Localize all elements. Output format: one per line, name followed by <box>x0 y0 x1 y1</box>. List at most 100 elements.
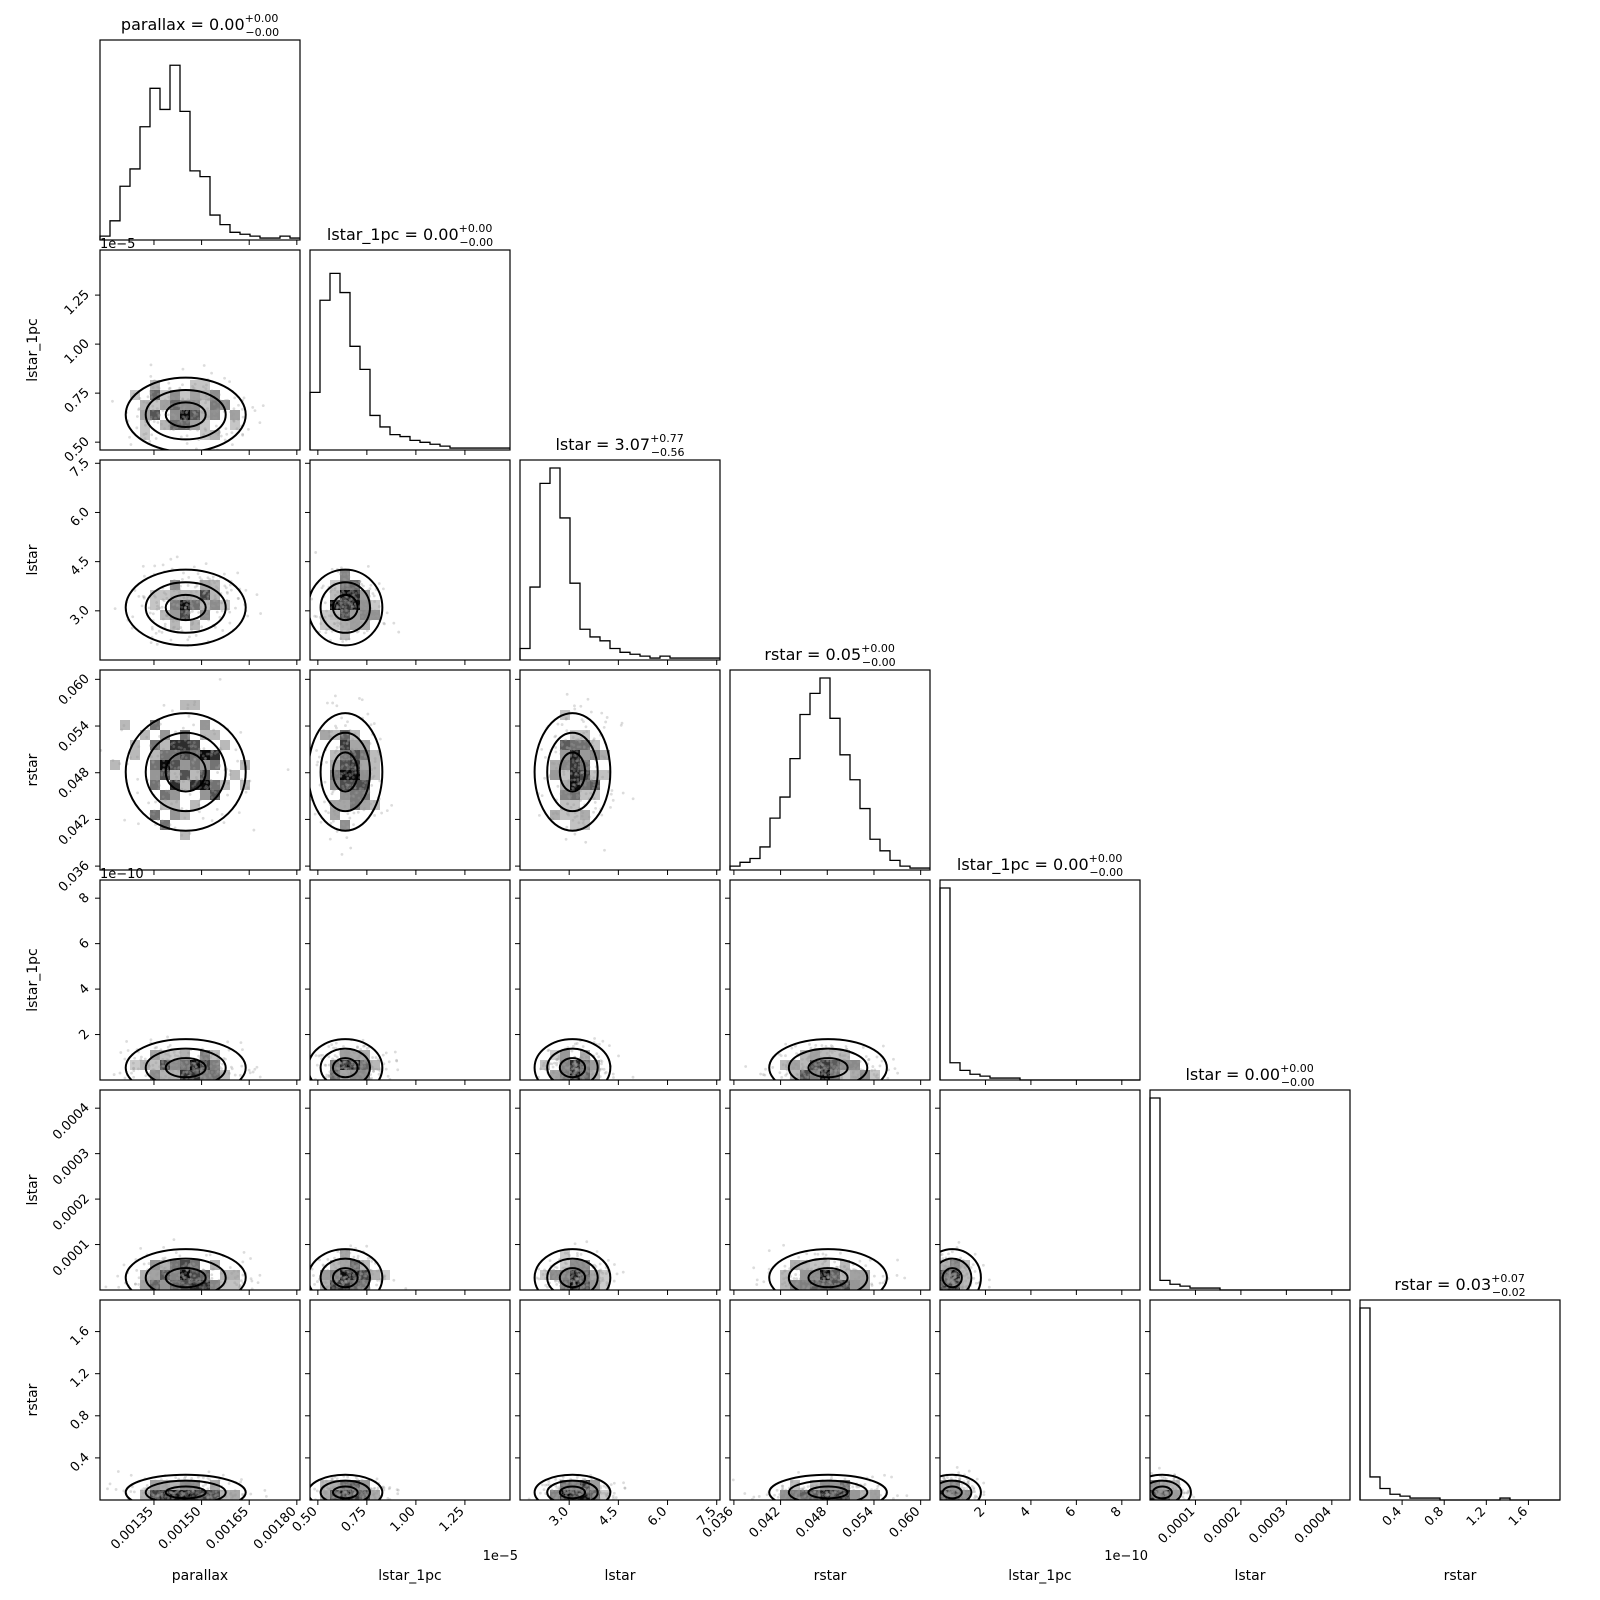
x-tick-label: 0.00135 <box>108 1504 157 1553</box>
sample-point <box>182 1070 186 1074</box>
sample-point <box>223 401 227 405</box>
sample-point <box>320 586 324 590</box>
sample-point <box>570 1049 574 1053</box>
sample-point <box>241 433 245 437</box>
sample-point <box>354 1265 358 1269</box>
sample-point <box>814 1278 818 1282</box>
sample-point <box>575 1252 579 1255</box>
sample-point <box>359 611 363 615</box>
sample-point <box>351 1489 355 1493</box>
sample-point <box>954 1273 958 1277</box>
sample-point <box>247 428 250 431</box>
sample-point <box>800 1069 804 1073</box>
sample-point <box>236 1269 240 1273</box>
sample-point <box>164 592 168 596</box>
sample-point <box>170 1062 174 1066</box>
density-cell <box>820 1270 830 1280</box>
sample-point <box>347 575 351 579</box>
sample-point <box>606 1258 610 1262</box>
sample-point <box>580 751 583 755</box>
sample-point <box>946 1279 950 1283</box>
sample-point <box>359 1268 363 1272</box>
sample-point <box>574 1062 578 1066</box>
sample-point <box>944 1264 947 1268</box>
sample-point <box>569 794 573 798</box>
sample-point <box>313 812 317 816</box>
sample-point <box>862 1274 866 1278</box>
sample-point <box>196 1491 200 1495</box>
sample-point <box>784 1063 788 1067</box>
density-cell <box>200 750 210 760</box>
sample-point <box>839 1070 843 1074</box>
sample-point <box>780 1076 784 1079</box>
sample-point <box>228 583 232 587</box>
sample-point <box>571 1273 575 1277</box>
sample-point <box>561 1285 565 1289</box>
sample-point <box>129 1490 133 1493</box>
sample-point <box>340 733 344 737</box>
sample-point <box>221 1062 225 1066</box>
sample-point <box>183 816 187 820</box>
density-cell <box>180 1270 190 1280</box>
sample-point <box>179 1481 183 1484</box>
sample-point <box>203 597 207 601</box>
sample-point <box>171 413 175 416</box>
sample-point <box>208 785 212 788</box>
sample-point <box>573 1283 577 1286</box>
sample-point <box>577 767 581 770</box>
sample-point <box>954 1275 958 1279</box>
density-cell <box>210 760 220 770</box>
sample-point <box>214 625 217 629</box>
sample-point <box>584 752 588 756</box>
sample-point <box>357 1268 360 1272</box>
sample-point <box>205 1058 209 1062</box>
sample-point <box>343 578 347 582</box>
density-cell <box>180 1070 190 1080</box>
sample-point <box>207 592 211 596</box>
density-cell <box>790 1060 800 1070</box>
sample-point <box>815 1052 819 1056</box>
density-cell <box>190 700 200 710</box>
sample-point <box>858 1271 862 1275</box>
sample-point <box>334 1041 338 1045</box>
sample-point <box>209 778 213 782</box>
sample-point <box>349 589 353 592</box>
density-cell <box>160 610 170 620</box>
sample-point <box>571 787 575 791</box>
density-cell <box>180 1490 190 1500</box>
sample-point <box>554 774 557 777</box>
sample-point <box>321 584 325 588</box>
sample-point <box>572 1066 576 1070</box>
sample-point <box>341 605 345 609</box>
sample-point <box>343 1073 347 1077</box>
sample-point <box>573 1062 577 1065</box>
sample-point <box>233 1281 237 1285</box>
sample-point <box>392 1278 396 1282</box>
sample-point <box>219 601 223 605</box>
panel-lstar_2-vs-rstar <box>725 1089 931 1295</box>
sample-point <box>190 1491 194 1495</box>
sample-point <box>949 1277 953 1281</box>
sample-point <box>318 1258 321 1262</box>
sample-point <box>358 1271 362 1275</box>
sample-point <box>174 749 178 753</box>
sample-point <box>945 1273 949 1277</box>
density-cell <box>800 1260 810 1270</box>
sample-point <box>951 1272 954 1276</box>
sample-point <box>587 1070 591 1074</box>
sample-point <box>572 803 576 807</box>
sample-point <box>590 741 594 745</box>
density-cell <box>790 1280 800 1290</box>
sample-point <box>213 752 217 755</box>
sample-point <box>957 1277 961 1281</box>
sample-point <box>188 419 191 423</box>
sample-point <box>577 821 581 825</box>
sample-point <box>319 1054 323 1057</box>
sample-point <box>343 600 347 603</box>
sample-point <box>212 599 216 603</box>
sample-point <box>362 769 366 773</box>
density-cell <box>180 760 190 770</box>
sample-point <box>336 1492 339 1496</box>
sample-point <box>363 754 367 758</box>
sample-point <box>361 1056 365 1060</box>
